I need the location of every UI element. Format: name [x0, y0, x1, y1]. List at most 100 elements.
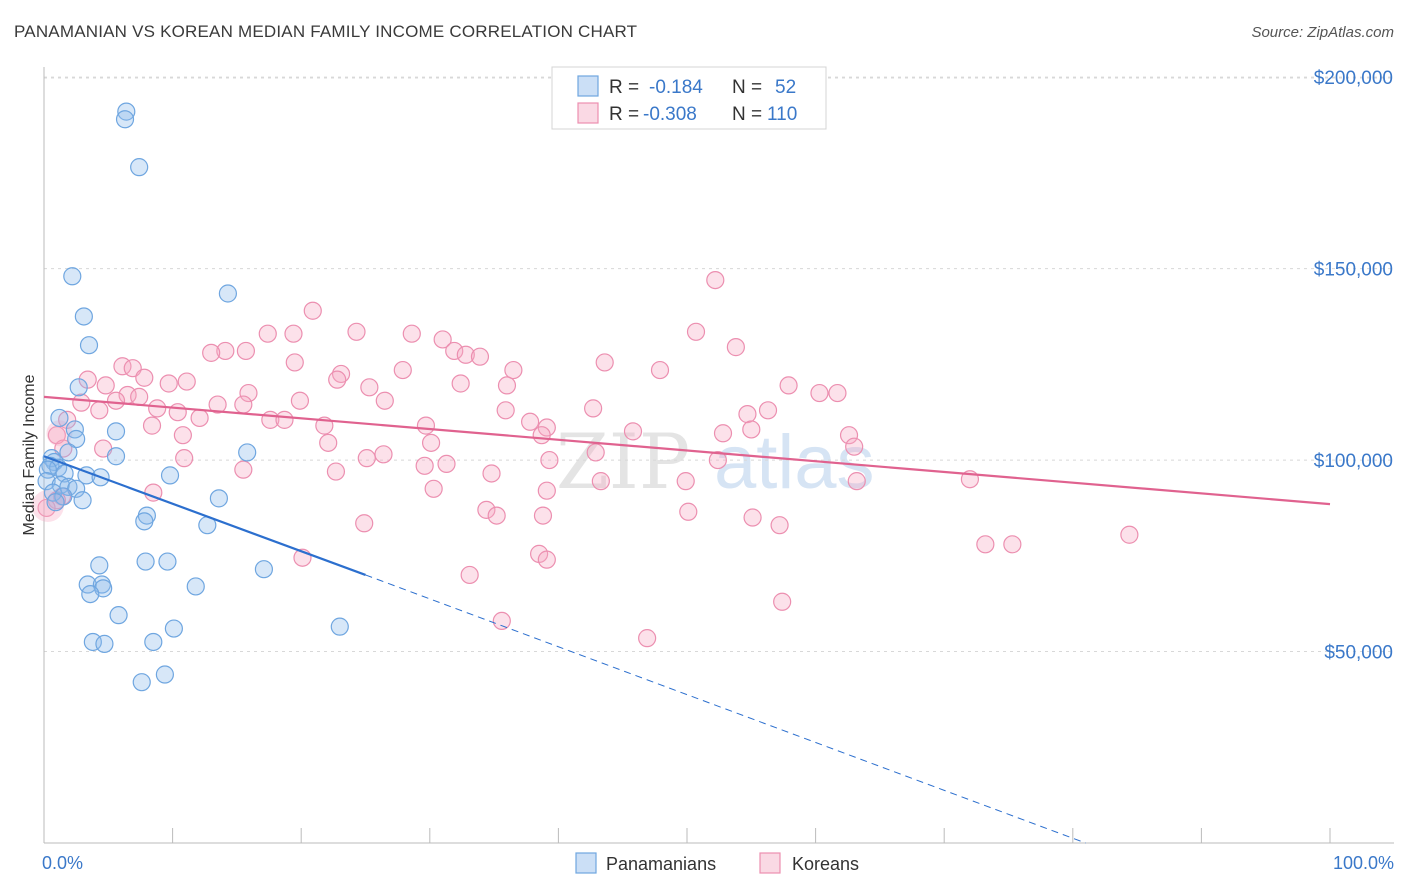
- korean-point: [1003, 535, 1022, 554]
- korean-point: [496, 401, 515, 420]
- panamanian-point: [106, 422, 126, 441]
- panamanian-point: [130, 158, 149, 177]
- legend-r-label-2: R =: [609, 104, 639, 125]
- korean-point: [239, 383, 258, 403]
- korean-point: [456, 345, 475, 364]
- korean-points: [31, 270, 1139, 648]
- korean-point: [482, 464, 501, 483]
- korean-point: [584, 399, 603, 418]
- korean-point: [234, 395, 253, 414]
- korean-point: [743, 508, 762, 527]
- korean-point: [208, 395, 227, 414]
- korean-point: [360, 378, 379, 397]
- y-tick-label: $150,000: [1314, 260, 1393, 281]
- korean-point: [595, 353, 614, 372]
- watermark-zip: ZIP: [556, 417, 690, 506]
- korean-point: [460, 565, 479, 585]
- korean-point: [839, 426, 859, 445]
- watermark-atlas: atlas: [714, 420, 875, 505]
- panamanian-point: [46, 493, 65, 512]
- panamanian-point: [95, 634, 114, 653]
- legend-r-value-2: -0.308: [643, 104, 697, 125]
- korean-point: [445, 341, 464, 361]
- korean-point: [393, 360, 412, 380]
- legend-n-label-1: N =: [732, 77, 762, 98]
- source-label: Source: ZipAtlas.com: [1251, 24, 1394, 41]
- korean-point: [504, 360, 523, 380]
- y-tick-label: $100,000: [1314, 451, 1393, 472]
- korean-point: [758, 401, 778, 420]
- korean-point: [845, 437, 864, 456]
- panamanian-point: [160, 466, 180, 485]
- panamanian-point: [132, 673, 151, 692]
- legend-n-value-1: 52: [775, 77, 796, 98]
- panamanian-point: [155, 665, 174, 684]
- korean-trend-line: [43, 395, 1331, 506]
- panamanian-point: [117, 102, 136, 121]
- korean-point: [679, 502, 698, 521]
- korean-point: [738, 405, 757, 424]
- x-tick-label-min: 0.0%: [42, 853, 83, 873]
- korean-point: [708, 450, 727, 470]
- korean-point: [177, 372, 196, 391]
- korean-point: [706, 270, 725, 290]
- korean-point: [586, 443, 605, 462]
- panamanian-point: [158, 552, 177, 571]
- korean-point: [742, 420, 761, 439]
- x-ticks: [43, 828, 1331, 843]
- y-tick-labels: $50,000 $100,000 $150,000 $200,000: [1314, 68, 1393, 663]
- korean-point: [477, 500, 496, 519]
- panamanian-point: [144, 632, 163, 652]
- korean-point: [492, 611, 511, 631]
- korean-point: [159, 374, 178, 393]
- korean-point: [676, 472, 695, 491]
- korean-point: [216, 341, 235, 361]
- korean-point: [326, 462, 346, 481]
- legend-r-value-1: -0.184: [649, 77, 703, 98]
- korean-point: [591, 472, 610, 491]
- korean-point: [135, 368, 154, 387]
- korean-point: [638, 629, 657, 648]
- korean-point: [258, 324, 277, 343]
- korean-point: [779, 376, 798, 395]
- korean-point: [303, 301, 322, 320]
- panamanian-point: [106, 447, 126, 466]
- gridlines: [44, 76, 1394, 653]
- korean-point: [770, 516, 789, 535]
- korean-point: [521, 412, 540, 431]
- korean-point: [236, 341, 256, 361]
- korean-point: [285, 353, 304, 372]
- korean-point: [72, 393, 91, 412]
- chart-title: PANAMANIAN VS KOREAN MEDIAN FAMILY INCOM…: [14, 22, 638, 41]
- panamanian-point: [238, 443, 257, 462]
- bottom-legend-swatch-panamanian: [575, 852, 597, 874]
- korean-point: [421, 433, 441, 452]
- panamanian-point: [209, 489, 228, 508]
- panamanian-trend-extension: [365, 574, 1086, 844]
- korean-point: [190, 408, 209, 428]
- korean-point: [497, 376, 517, 395]
- korean-point: [37, 498, 56, 518]
- korean-point: [537, 481, 556, 500]
- korean-point: [686, 322, 706, 341]
- korean-point: [451, 374, 470, 393]
- korean-point: [1120, 525, 1139, 544]
- korean-point: [828, 383, 847, 403]
- korean-point: [168, 403, 187, 422]
- korean-point: [773, 592, 792, 611]
- panamanian-trend-line: [43, 455, 366, 576]
- korean-point: [532, 426, 551, 445]
- panamanian-point: [330, 617, 349, 636]
- panamanian-point: [136, 552, 155, 571]
- korean-point: [437, 454, 456, 474]
- panamanian-point: [109, 606, 128, 625]
- korean-point: [290, 391, 310, 410]
- korean-point: [284, 324, 303, 343]
- panamanian-point: [59, 443, 78, 462]
- korean-point: [623, 422, 643, 441]
- x-tick-label-max: 100.0%: [1333, 853, 1394, 873]
- korean-point: [424, 479, 443, 498]
- korean-point: [142, 416, 162, 435]
- korean-point: [90, 401, 109, 420]
- legend-swatch-panamanian: [577, 75, 599, 97]
